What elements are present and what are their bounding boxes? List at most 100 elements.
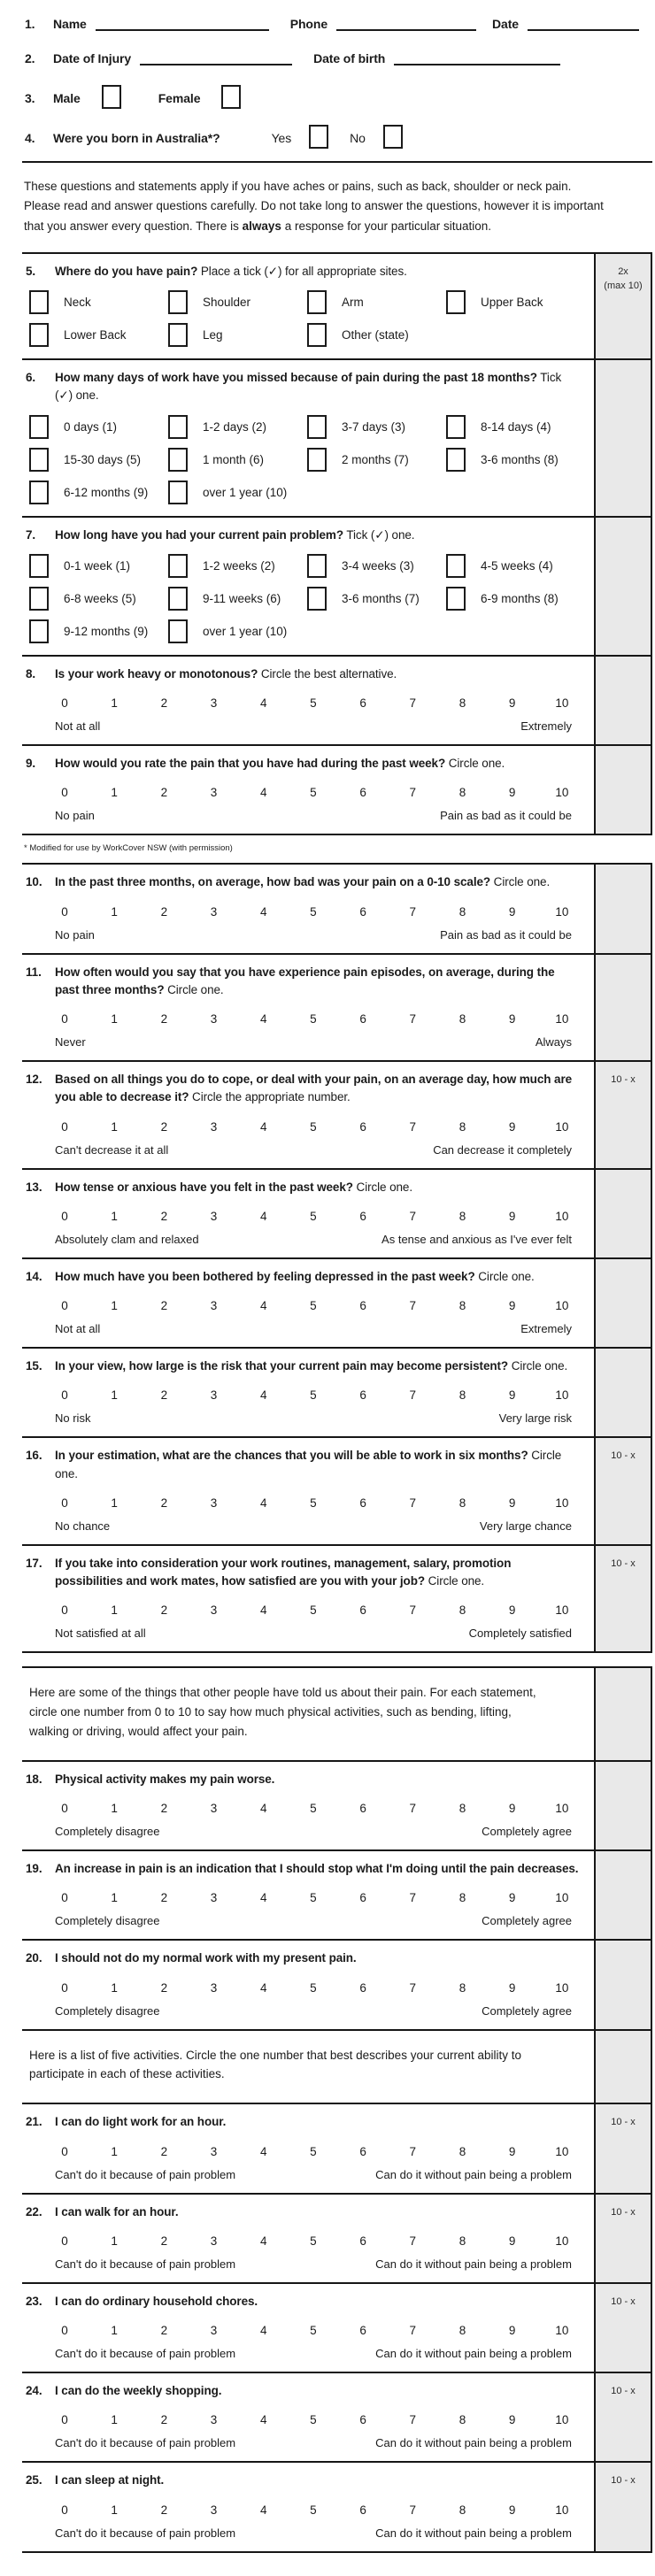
checkbox-over-1-year-10[interactable] <box>168 619 188 643</box>
q25-scale-4[interactable]: 4 <box>259 2503 267 2517</box>
q19-scale-2[interactable]: 2 <box>160 1891 168 1905</box>
q19-scale-0[interactable]: 0 <box>61 1891 68 1905</box>
checkbox-other-state[interactable] <box>307 323 327 348</box>
q16-scale-3[interactable]: 3 <box>210 1496 218 1510</box>
checkbox-1-2-weeks-2[interactable] <box>168 553 188 578</box>
q22-scale-1[interactable]: 1 <box>111 2234 118 2248</box>
checkbox-0-days-1[interactable] <box>29 414 49 439</box>
q15-scale-8[interactable]: 8 <box>458 1388 466 1403</box>
q8-scale-8[interactable]: 8 <box>458 696 466 711</box>
q8-scale-0[interactable]: 0 <box>61 696 68 711</box>
q19-scale-7[interactable]: 7 <box>409 1891 417 1905</box>
q12-scale-10[interactable]: 10 <box>555 1119 569 1134</box>
q25-scale-9[interactable]: 9 <box>508 2503 516 2517</box>
q25-scale-3[interactable]: 3 <box>210 2503 218 2517</box>
q8-scale-7[interactable]: 7 <box>409 696 417 711</box>
checkbox-neck[interactable] <box>29 290 49 315</box>
q16-scale-1[interactable]: 1 <box>111 1496 118 1510</box>
q12-scale-5[interactable]: 5 <box>310 1119 317 1134</box>
q13-scale-6[interactable]: 6 <box>359 1209 366 1223</box>
q22-scale-9[interactable]: 9 <box>508 2234 516 2248</box>
q21-scale-10[interactable]: 10 <box>555 2144 569 2158</box>
checkbox-0-1-week-1[interactable] <box>29 553 49 578</box>
q19-scale-10[interactable]: 10 <box>555 1891 569 1905</box>
checkbox-15-30-days-5[interactable] <box>29 447 49 472</box>
q21-scale-1[interactable]: 1 <box>111 2144 118 2158</box>
q23-scale-2[interactable]: 2 <box>160 2324 168 2338</box>
q9-scale-5[interactable]: 5 <box>310 786 317 800</box>
q11-scale-6[interactable]: 6 <box>359 1012 366 1027</box>
q25-scale-10[interactable]: 10 <box>555 2503 569 2517</box>
q12-scale-8[interactable]: 8 <box>458 1119 466 1134</box>
q13-scale-2[interactable]: 2 <box>160 1209 168 1223</box>
q14-scale-3[interactable]: 3 <box>210 1299 218 1313</box>
q10-scale-2[interactable]: 2 <box>160 904 168 919</box>
q17-scale-8[interactable]: 8 <box>458 1603 466 1618</box>
q15-scale-7[interactable]: 7 <box>409 1388 417 1403</box>
q17-scale-3[interactable]: 3 <box>210 1603 218 1618</box>
q15-scale-10[interactable]: 10 <box>555 1388 569 1403</box>
checkbox-upper-back[interactable] <box>446 290 466 315</box>
checkbox-yes[interactable] <box>309 125 329 149</box>
checkbox-9-11-weeks-6[interactable] <box>168 586 188 611</box>
q9-scale-0[interactable]: 0 <box>61 786 68 800</box>
checkbox-male[interactable] <box>101 85 121 109</box>
q11-scale-8[interactable]: 8 <box>458 1012 466 1027</box>
q20-scale-10[interactable]: 10 <box>555 1980 569 1995</box>
checkbox-1-month-6[interactable] <box>168 447 188 472</box>
q11-scale-2[interactable]: 2 <box>160 1012 168 1027</box>
q8-scale-2[interactable]: 2 <box>160 696 168 711</box>
q21-scale-6[interactable]: 6 <box>359 2144 366 2158</box>
q12-scale-2[interactable]: 2 <box>160 1119 168 1134</box>
q13-scale-4[interactable]: 4 <box>259 1209 267 1223</box>
q17-scale-9[interactable]: 9 <box>508 1603 516 1618</box>
q11-scale-9[interactable]: 9 <box>508 1012 516 1027</box>
q16-scale-0[interactable]: 0 <box>61 1496 68 1510</box>
q11-scale-1[interactable]: 1 <box>111 1012 118 1027</box>
checkbox-lower-back[interactable] <box>29 323 49 348</box>
q17-scale-2[interactable]: 2 <box>160 1603 168 1618</box>
q20-scale-2[interactable]: 2 <box>160 1980 168 1995</box>
q22-scale-4[interactable]: 4 <box>259 2234 267 2248</box>
q10-scale-6[interactable]: 6 <box>359 904 366 919</box>
q15-scale-1[interactable]: 1 <box>111 1388 118 1403</box>
q19-scale-8[interactable]: 8 <box>458 1891 466 1905</box>
q14-scale-2[interactable]: 2 <box>160 1299 168 1313</box>
q15-scale-3[interactable]: 3 <box>210 1388 218 1403</box>
q10-scale-5[interactable]: 5 <box>310 904 317 919</box>
q10-scale-7[interactable]: 7 <box>409 904 417 919</box>
q9-scale-9[interactable]: 9 <box>508 786 516 800</box>
checkbox-leg[interactable] <box>168 323 188 348</box>
q18-scale-7[interactable]: 7 <box>409 1802 417 1816</box>
q16-scale-9[interactable]: 9 <box>508 1496 516 1510</box>
q22-scale-5[interactable]: 5 <box>310 2234 317 2248</box>
q14-scale-6[interactable]: 6 <box>359 1299 366 1313</box>
q18-scale-3[interactable]: 3 <box>210 1802 218 1816</box>
q8-scale-1[interactable]: 1 <box>111 696 118 711</box>
q14-scale-0[interactable]: 0 <box>61 1299 68 1313</box>
q20-scale-6[interactable]: 6 <box>359 1980 366 1995</box>
q19-scale-4[interactable]: 4 <box>259 1891 267 1905</box>
q10-scale-0[interactable]: 0 <box>61 904 68 919</box>
checkbox-4-5-weeks-4[interactable] <box>446 553 466 578</box>
q24-scale-2[interactable]: 2 <box>160 2413 168 2427</box>
q23-scale-9[interactable]: 9 <box>508 2324 516 2338</box>
q16-scale-6[interactable]: 6 <box>359 1496 366 1510</box>
q10-scale-9[interactable]: 9 <box>508 904 516 919</box>
q22-scale-2[interactable]: 2 <box>160 2234 168 2248</box>
q18-scale-8[interactable]: 8 <box>458 1802 466 1816</box>
q25-scale-2[interactable]: 2 <box>160 2503 168 2517</box>
q13-scale-3[interactable]: 3 <box>210 1209 218 1223</box>
q17-scale-5[interactable]: 5 <box>310 1603 317 1618</box>
q17-scale-1[interactable]: 1 <box>111 1603 118 1618</box>
q24-scale-10[interactable]: 10 <box>555 2413 569 2427</box>
q8-scale-5[interactable]: 5 <box>310 696 317 711</box>
checkbox-3-6-months-7[interactable] <box>307 586 327 611</box>
q20-scale-5[interactable]: 5 <box>310 1980 317 1995</box>
q24-scale-7[interactable]: 7 <box>409 2413 417 2427</box>
phone-field[interactable] <box>336 16 477 31</box>
checkbox-over-1-year-10[interactable] <box>168 480 188 504</box>
checkbox-arm[interactable] <box>307 290 327 315</box>
q15-scale-4[interactable]: 4 <box>259 1388 267 1403</box>
q23-scale-0[interactable]: 0 <box>61 2324 68 2338</box>
